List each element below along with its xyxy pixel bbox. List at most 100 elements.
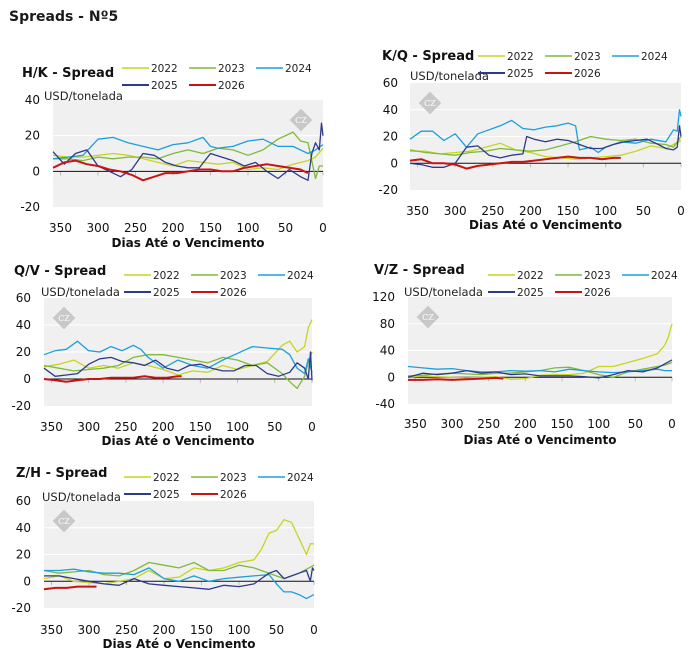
legend-label: 2023 — [574, 51, 601, 63]
series-line-2026 — [408, 376, 504, 381]
x-tick-label: 200 — [514, 417, 537, 431]
x-tick-label: 150 — [551, 417, 574, 431]
legend-item-2026: 2026 — [189, 80, 245, 92]
series-line-2022 — [407, 323, 673, 380]
legend-item-2025: 2025 — [488, 287, 544, 299]
x-tick-label: 300 — [78, 623, 101, 637]
x-tick-label: 50 — [267, 420, 282, 434]
x-tick-label: 0 — [668, 417, 676, 431]
legend-label: 2026 — [574, 68, 601, 80]
legend-item-2024: 2024 — [258, 472, 314, 484]
x-tick-label: 350 — [40, 420, 63, 434]
y-tick-label: 20 — [383, 130, 398, 144]
legend-label: 2023 — [220, 270, 247, 282]
watermark-text: CZ — [295, 116, 307, 125]
chart-hk-spread: H/K - Spread CZ 40 20 0 -20 USD/tonelada 350 300… — [0, 50, 350, 255]
legend-item-2024: 2024 — [612, 51, 668, 63]
legend-label: 2026 — [584, 287, 611, 299]
legend-label: 2025 — [507, 68, 534, 80]
legend-item-2026: 2026 — [191, 489, 247, 501]
legend-item-2024: 2024 — [622, 270, 678, 282]
y-tick-label: 60 — [16, 291, 31, 305]
x-tick-label: 150 — [199, 221, 222, 235]
legend-item-2022: 2022 — [478, 51, 534, 63]
y-tick-label: -20 — [11, 601, 31, 615]
chart-title: Z/H - Spread — [16, 466, 107, 481]
series-line-2024 — [407, 365, 672, 374]
series-line-2024 — [409, 109, 682, 154]
x-tick-label: 250 — [481, 204, 504, 218]
legend-item-2024: 2024 — [256, 63, 312, 75]
legend-item-2023: 2023 — [191, 472, 247, 484]
legend-item-2026: 2026 — [545, 68, 601, 80]
series-line-2022 — [52, 147, 324, 171]
y-tick-label: 0 — [32, 164, 40, 178]
y-axis-unit: USD/tonelada — [42, 490, 121, 504]
series-line-2025 — [52, 122, 324, 181]
y-axis-unit: USD/tonelada — [410, 69, 489, 83]
series-line-2026 — [52, 159, 309, 182]
legend-item-2022: 2022 — [124, 472, 180, 484]
series-line-2026 — [409, 155, 621, 170]
chart-qv-spread: Q/V - Spread CZ 60 40 20 0 -20 USD/tonelada 350 3… — [0, 255, 350, 455]
legend-label: 2024 — [651, 270, 678, 282]
x-tick-label: 200 — [162, 221, 185, 235]
x-tick-label: 150 — [557, 204, 580, 218]
series-line-2022 — [43, 319, 313, 376]
chart-title: Q/V - Spread — [14, 264, 106, 279]
series-line-2024 — [44, 567, 315, 600]
legend-label: 2024 — [287, 472, 314, 484]
x-axis-label: Dias Até o Vencimento — [112, 236, 265, 250]
legend-label: 2022 — [517, 270, 544, 282]
x-tick-label: 100 — [226, 420, 249, 434]
x-tick-label: 250 — [114, 420, 137, 434]
legend-label: 2024 — [285, 63, 312, 75]
watermark-text: CZ — [424, 99, 436, 108]
series-line-2023 — [43, 351, 313, 390]
legend-item-2025: 2025 — [124, 287, 180, 299]
legend-item-2025: 2025 — [124, 489, 180, 501]
x-tick-label: 50 — [278, 221, 293, 235]
y-tick-label: -20 — [20, 200, 40, 214]
y-axis-unit: USD/tonelada — [404, 285, 483, 299]
series-line-2022 — [410, 139, 682, 160]
chart-kq-spread: K/Q - Spread CZ 60 40 20 0 -20 USD/tonelada 350 3… — [360, 35, 699, 235]
y-tick-label: -20 — [378, 183, 398, 197]
chart-vz-spread: V/Z - Spread CZ 120 80 40 0 -40 USD/tonelada 350… — [360, 255, 699, 455]
legend-item-2023: 2023 — [545, 51, 601, 63]
x-tick-label: 300 — [87, 221, 110, 235]
x-tick-label: 200 — [152, 420, 175, 434]
legend-item-2026: 2026 — [555, 287, 611, 299]
legend-item-2023: 2023 — [555, 270, 611, 282]
x-tick-label: 50 — [269, 623, 284, 637]
legend: 2022 2023 2024 2025 2026 — [478, 51, 668, 80]
y-axis-unit: USD/tonelada — [41, 285, 120, 299]
x-tick-label: 300 — [441, 417, 464, 431]
legend-label: 2025 — [151, 80, 178, 92]
x-axis-label: Dias Até o Vencimento — [464, 433, 617, 447]
x-tick-label: 200 — [153, 623, 176, 637]
series-line-2025 — [407, 359, 673, 379]
watermark-text: CZ — [58, 517, 70, 526]
legend-label: 2026 — [220, 489, 247, 501]
y-axis-unit: USD/tonelada — [44, 89, 123, 103]
legend-label: 2023 — [584, 270, 611, 282]
legend-label: 2025 — [153, 489, 180, 501]
legend-label: 2024 — [287, 270, 314, 282]
legend: 2022 2023 2024 2025 2026 — [122, 63, 312, 92]
x-tick-label: 0 — [319, 221, 327, 235]
legend-item-2022: 2022 — [124, 270, 180, 282]
y-tick-label: 20 — [16, 345, 31, 359]
legend-item-2025: 2025 — [478, 68, 534, 80]
legend-label: 2026 — [220, 287, 247, 299]
y-tick-label: 40 — [380, 344, 395, 358]
legend-label: 2024 — [641, 51, 668, 63]
legend: 2022 2023 2024 2025 2026 — [488, 270, 678, 299]
legend-label: 2025 — [153, 287, 180, 299]
x-tick-label: 50 — [636, 204, 651, 218]
series-line-2023 — [409, 135, 682, 156]
series-line-2025 — [44, 567, 315, 590]
y-tick-label: 60 — [16, 494, 31, 508]
